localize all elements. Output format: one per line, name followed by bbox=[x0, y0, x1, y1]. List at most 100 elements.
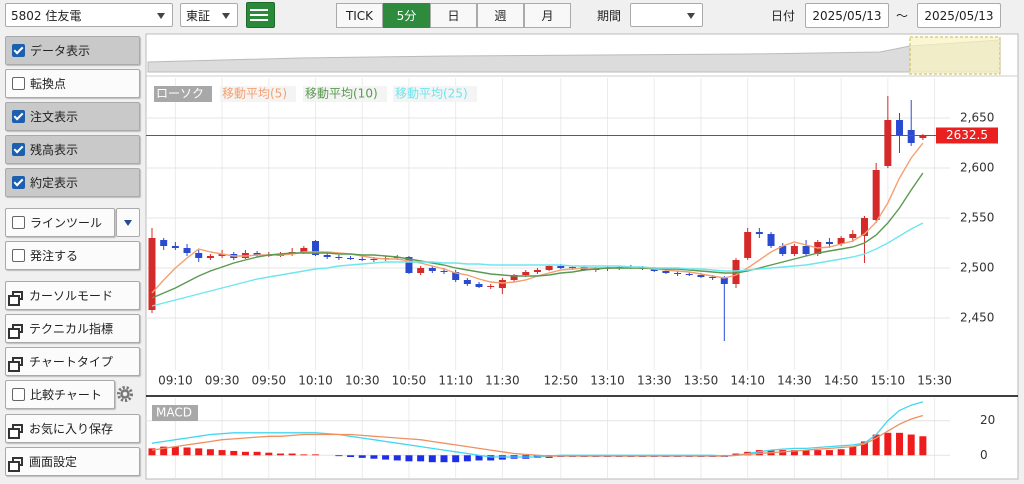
candle-body bbox=[872, 170, 880, 220]
interval-tab[interactable]: TICK bbox=[336, 3, 383, 28]
x-tick-label: 10:30 bbox=[345, 374, 380, 388]
legend-item: 移動平均(5) bbox=[222, 87, 287, 101]
x-tick-label: 11:30 bbox=[485, 374, 520, 388]
sidebar-button[interactable]: データ表示 bbox=[5, 36, 140, 65]
sidebar-button[interactable]: 画面設定 bbox=[5, 447, 140, 476]
macd-histogram-bar bbox=[276, 453, 284, 456]
macd-histogram-bar bbox=[463, 455, 471, 462]
candle-body bbox=[732, 260, 740, 284]
dropdown-text: 5802 住友電 bbox=[11, 8, 82, 23]
menu-button[interactable] bbox=[116, 208, 140, 237]
sidebar-button[interactable]: 比較チャート bbox=[5, 380, 115, 409]
checkbox bbox=[12, 176, 25, 189]
sidebar-label: 注文表示 bbox=[30, 110, 79, 124]
candle-body bbox=[463, 280, 471, 284]
candle-body bbox=[685, 274, 693, 275]
checkbox bbox=[12, 388, 25, 401]
legend-item: 移動平均(10) bbox=[305, 87, 378, 101]
candle-body bbox=[849, 234, 857, 238]
symbol-select[interactable]: 5802 住友電 bbox=[5, 3, 173, 27]
candle-body bbox=[790, 246, 798, 254]
sidebar-button[interactable]: ラインツール bbox=[5, 208, 115, 237]
candle-body bbox=[171, 246, 179, 248]
sidebar-button[interactable]: 注文表示 bbox=[5, 102, 140, 131]
sidebar-button[interactable]: お気に入り保存 bbox=[5, 414, 140, 443]
last-price-tag bbox=[936, 127, 998, 144]
candle-body bbox=[522, 272, 530, 275]
date-to[interactable]: 2025/05/13 bbox=[917, 3, 1001, 28]
candle-body bbox=[300, 248, 308, 252]
interval-tab[interactable]: 月 bbox=[524, 3, 571, 28]
window-icon bbox=[8, 291, 23, 306]
candle-body bbox=[452, 272, 460, 280]
candle-body bbox=[533, 270, 541, 272]
sidebar-button[interactable]: 転換点 bbox=[5, 69, 140, 98]
sidebar-button[interactable]: 約定表示 bbox=[5, 168, 140, 197]
interval-tab[interactable]: 週 bbox=[477, 3, 524, 28]
candle-body bbox=[323, 255, 331, 257]
candle-body bbox=[662, 271, 670, 273]
sidebar-label: テクニカル指標 bbox=[29, 322, 114, 336]
settings-icon[interactable] bbox=[117, 386, 133, 402]
chart-frame bbox=[145, 33, 1019, 480]
interval-tab[interactable]: 日 bbox=[430, 3, 477, 28]
candle-body bbox=[253, 253, 261, 255]
macd-histogram-bar bbox=[347, 455, 355, 457]
y-tick-label: 2,600 bbox=[960, 161, 994, 175]
candle-body bbox=[709, 277, 717, 278]
date-separator: ～ bbox=[896, 9, 909, 23]
checkbox bbox=[12, 77, 25, 90]
legend-bg bbox=[154, 86, 212, 102]
macd-histogram-bar bbox=[837, 449, 845, 456]
market-select[interactable]: 東証 bbox=[180, 3, 238, 27]
candle-body bbox=[417, 268, 425, 273]
sidebar-button[interactable]: 残高表示 bbox=[5, 135, 140, 164]
macd-histogram-bar bbox=[872, 434, 880, 456]
list-button[interactable] bbox=[246, 2, 275, 28]
checkbox bbox=[12, 110, 25, 123]
macd-histogram-bar bbox=[370, 455, 378, 459]
candle-body bbox=[206, 256, 214, 258]
period-select[interactable] bbox=[630, 3, 703, 27]
candle-body bbox=[884, 120, 892, 166]
date-from[interactable]: 2025/05/13 bbox=[805, 3, 889, 28]
candle-body bbox=[545, 266, 553, 270]
macd-histogram-bar bbox=[849, 446, 857, 456]
candle-body bbox=[755, 232, 763, 234]
macd-histogram-bar bbox=[230, 450, 238, 456]
x-tick-label: 09:30 bbox=[205, 374, 240, 388]
list-icon-line bbox=[253, 9, 268, 11]
moving-average-line bbox=[151, 172, 924, 299]
interval-tab[interactable]: 5分 bbox=[383, 3, 430, 28]
dropdown-text: 東証 bbox=[186, 8, 211, 23]
macd-histogram-bar bbox=[475, 455, 483, 461]
window-icon bbox=[8, 424, 23, 439]
x-tick-label: 12:50 bbox=[544, 374, 579, 388]
legend-bg bbox=[303, 86, 387, 102]
sidebar-button[interactable]: カーソルモード bbox=[5, 281, 140, 310]
overview-window[interactable] bbox=[909, 36, 1001, 75]
macd-histogram-bar bbox=[241, 451, 249, 456]
candle-body bbox=[744, 232, 752, 258]
macd-histogram-bar bbox=[195, 448, 203, 456]
candle-body bbox=[487, 286, 495, 287]
menu-arrow bbox=[124, 220, 132, 226]
candle-body bbox=[428, 268, 436, 271]
x-tick-label: 14:50 bbox=[824, 374, 859, 388]
candle-body bbox=[720, 278, 728, 284]
sidebar-button[interactable]: チャートタイプ bbox=[5, 347, 140, 376]
x-tick-label: 11:10 bbox=[438, 374, 473, 388]
sidebar-button[interactable]: テクニカル指標 bbox=[5, 314, 140, 343]
gear-body bbox=[120, 389, 130, 399]
candle-body bbox=[312, 241, 320, 255]
sidebar-button[interactable]: 発注する bbox=[5, 241, 140, 270]
macd-histogram-bar bbox=[417, 455, 425, 462]
macd-histogram-bar bbox=[790, 450, 798, 456]
macd-histogram-bar bbox=[440, 455, 448, 463]
candle-body bbox=[148, 238, 156, 310]
x-tick-label: 09:10 bbox=[158, 374, 193, 388]
last-price-label: 2632.5 bbox=[946, 128, 988, 142]
legend-bg bbox=[393, 86, 477, 102]
sidebar-label: お気に入り保存 bbox=[29, 422, 114, 436]
